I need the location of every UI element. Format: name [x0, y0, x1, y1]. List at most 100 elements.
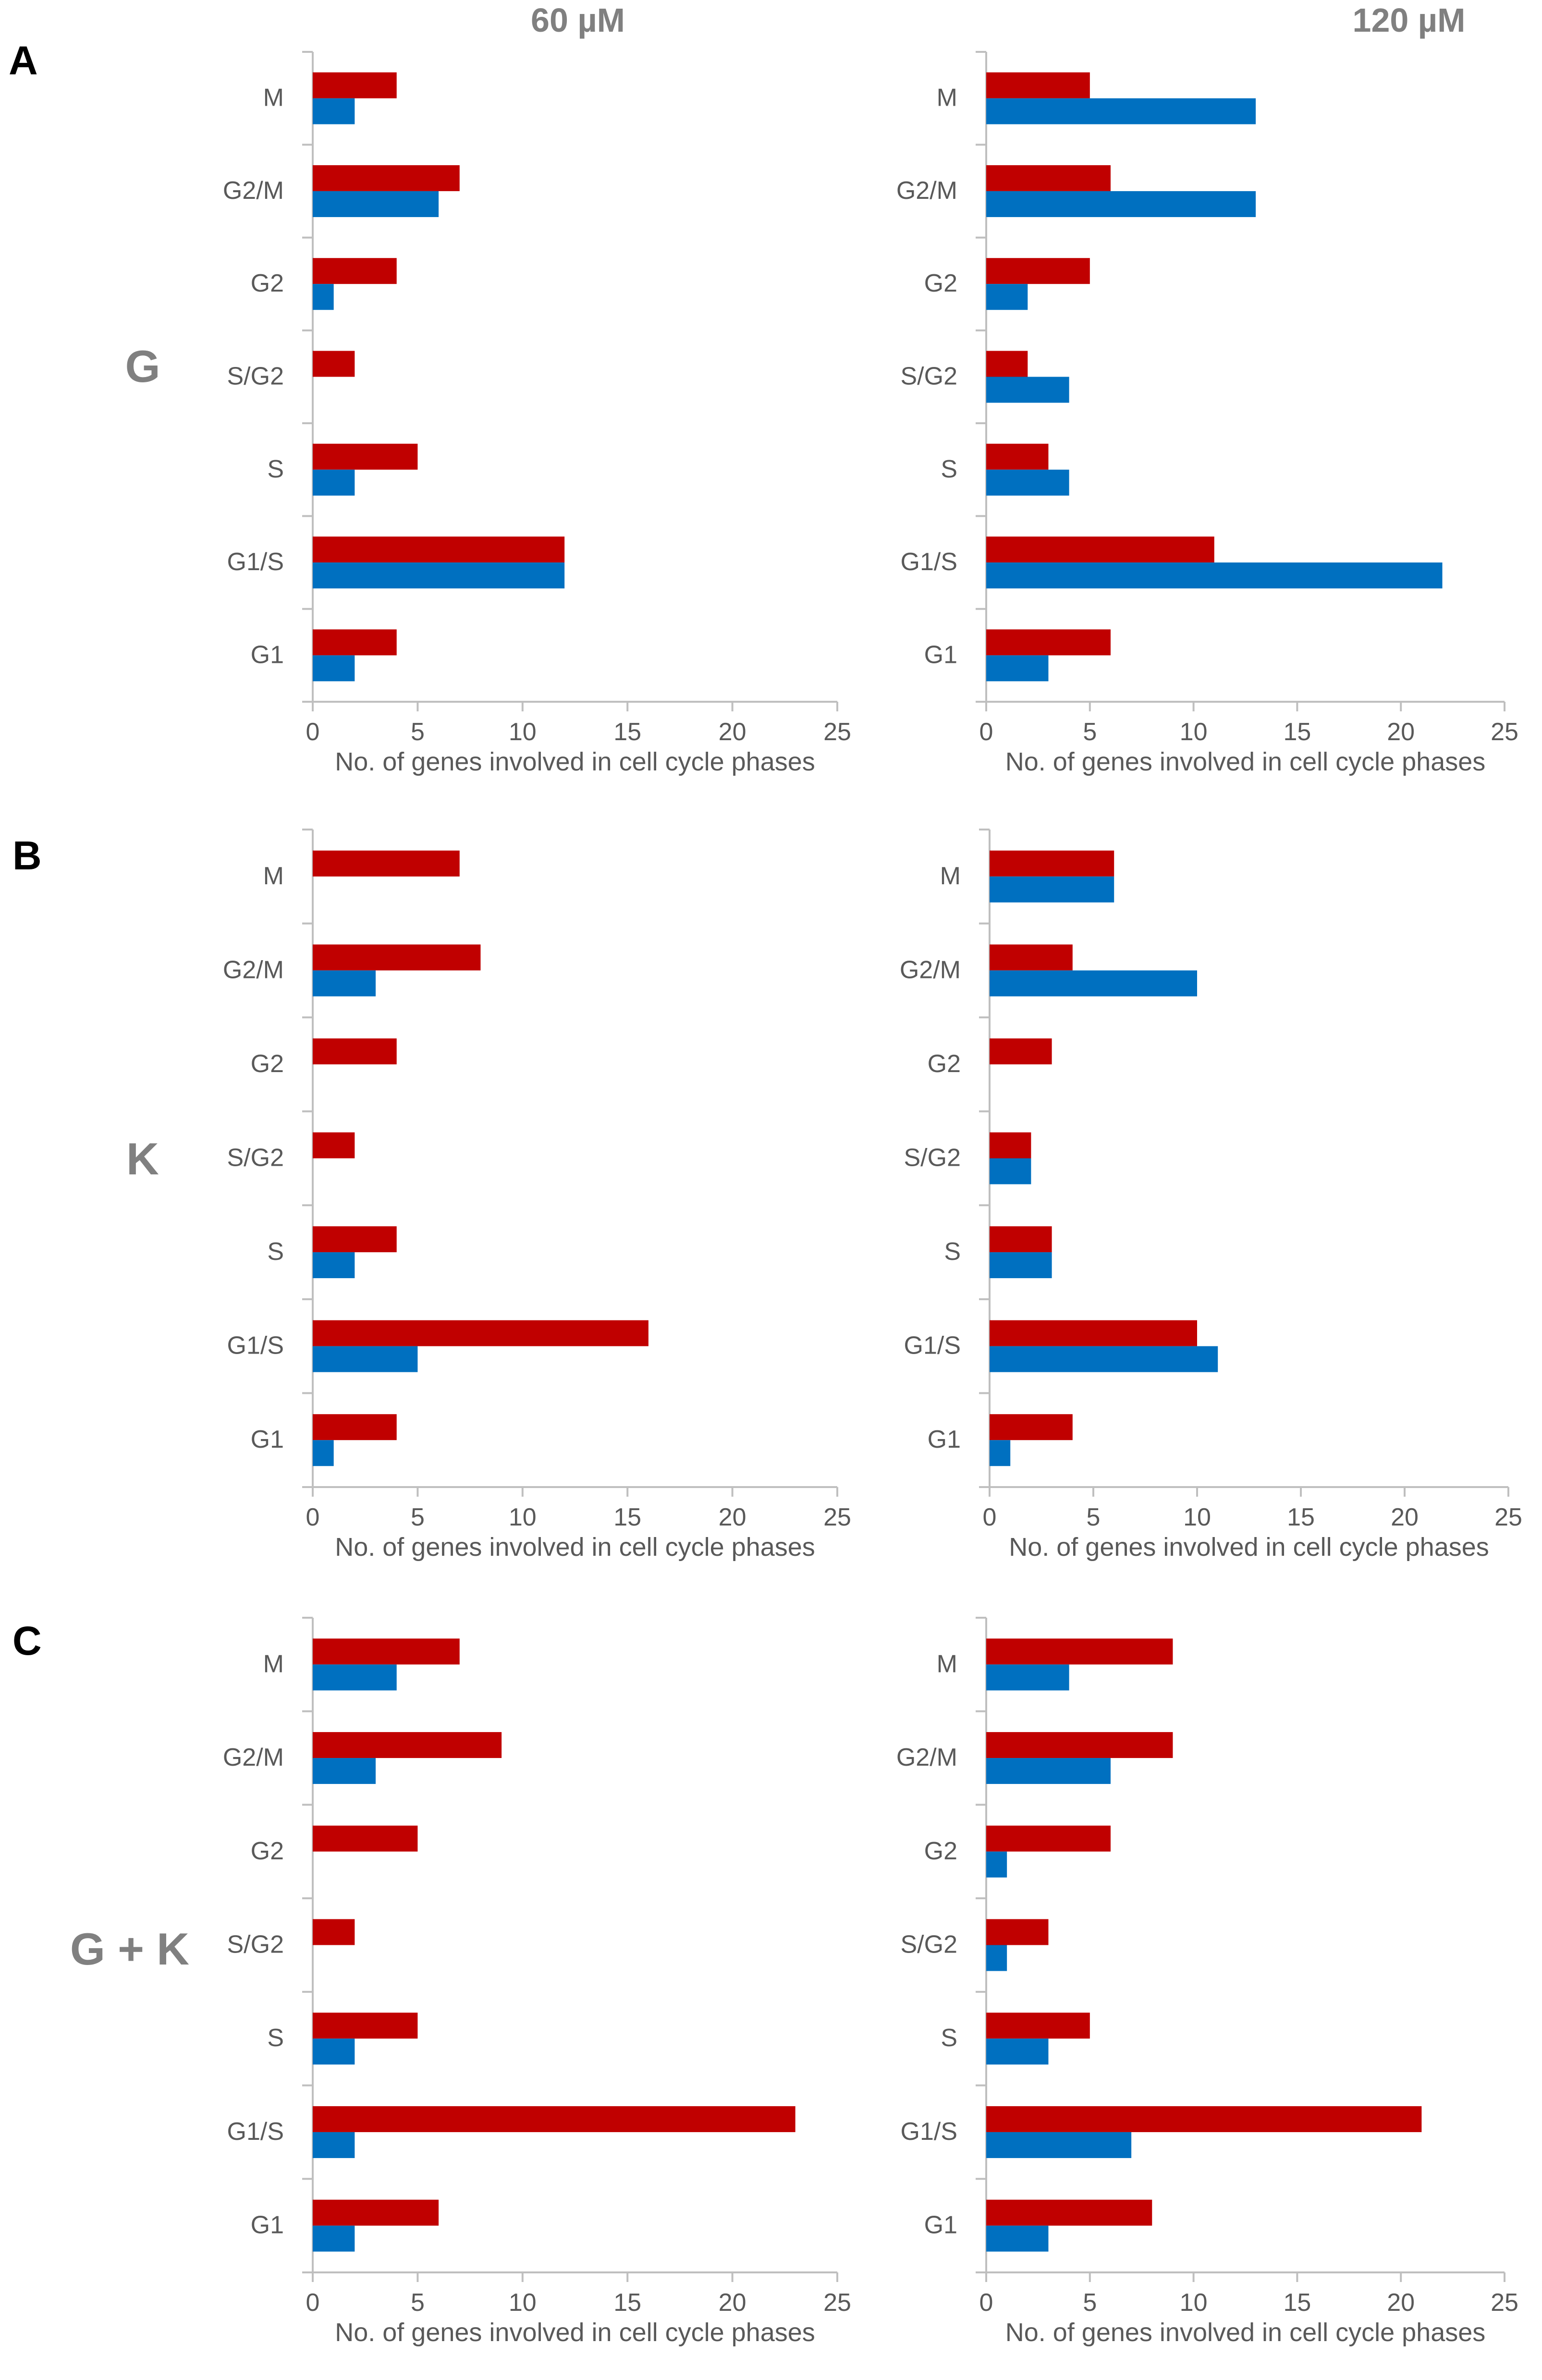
- bar-red-m: [990, 850, 1114, 877]
- bar-red-g1-s: [313, 537, 565, 563]
- category-label: G1: [928, 1426, 961, 1453]
- category-label: M: [937, 84, 957, 112]
- bar-red-g1: [986, 2199, 1152, 2226]
- bar-blue-g2-m: [986, 1758, 1111, 1784]
- bar-blue-g1: [986, 655, 1049, 682]
- chart-a-60: 0 5 10 15 20 25 No. of genes involved in cell …: [223, 51, 851, 776]
- bar-red-g2-m: [986, 165, 1111, 191]
- category-label: M: [263, 1650, 284, 1678]
- x-tick-label: 10: [509, 1503, 537, 1531]
- category-label: G2: [928, 1050, 961, 1078]
- bar-red-g1-s: [986, 537, 1214, 563]
- bar-blue-g1: [986, 2225, 1049, 2252]
- category-label: G2/M: [223, 956, 284, 984]
- bar-blue-g1: [990, 1440, 1011, 1466]
- x-axis-label: No. of genes involved in cell cycle phas…: [335, 1533, 815, 1562]
- bar-blue-s: [986, 2038, 1049, 2065]
- bar-blue-s: [986, 469, 1069, 496]
- x-axis-label: No. of genes involved in cell cycle phas…: [1005, 747, 1486, 776]
- bar-red-m: [313, 850, 460, 877]
- category-label: G1/S: [904, 1332, 961, 1360]
- bar-blue-g1: [313, 1440, 334, 1466]
- x-axis-label: No. of genes involved in cell cycle phas…: [1005, 2318, 1486, 2347]
- x-tick-label: 5: [1087, 1503, 1101, 1531]
- x-tick-label: 25: [1491, 2289, 1518, 2317]
- category-label: G1: [924, 641, 957, 669]
- bar-red-s: [986, 2013, 1090, 2039]
- bar-blue-g1-s: [313, 2132, 355, 2158]
- x-tick-label: 15: [613, 2289, 641, 2317]
- category-label: G2/M: [223, 1744, 284, 1771]
- bar-red-g1: [313, 2199, 439, 2226]
- category-label: M: [937, 1650, 957, 1678]
- bar-red-g2: [986, 258, 1090, 284]
- x-tick-label: 20: [1391, 1503, 1419, 1531]
- bar-red-s-g2: [313, 1132, 355, 1159]
- category-label: G1: [251, 1426, 284, 1453]
- bar-blue-s-g2: [986, 377, 1069, 403]
- category-label: M: [940, 862, 961, 890]
- category-label: G1: [251, 641, 284, 669]
- bar-blue-g2-m: [990, 970, 1197, 997]
- x-tick-label: 20: [719, 718, 747, 746]
- bar-red-s: [313, 1226, 397, 1253]
- x-tick-label: 15: [1283, 2289, 1311, 2317]
- category-label: G2/M: [223, 177, 284, 205]
- category-label: M: [263, 862, 284, 890]
- column-title-60: 60 µM: [531, 1, 625, 39]
- category-label: S: [941, 2024, 957, 2052]
- bar-red-g2-m: [313, 1732, 502, 1758]
- bar-red-m: [986, 72, 1090, 98]
- bar-red-g1-s: [313, 2106, 795, 2132]
- bar-blue-s: [313, 1252, 355, 1279]
- x-tick-label: 5: [411, 1503, 425, 1531]
- bar-red-s-g2: [313, 1919, 355, 1945]
- category-label: S/G2: [227, 363, 284, 391]
- category-label: G2/M: [896, 1744, 957, 1771]
- bar-red-g2: [986, 1825, 1111, 1852]
- bar-red-m: [313, 1638, 460, 1665]
- x-tick-label: 0: [979, 2289, 993, 2317]
- x-tick-label: 10: [1180, 2289, 1208, 2317]
- bar-blue-m: [986, 98, 1256, 124]
- x-axis-label: No. of genes involved in cell cycle phas…: [335, 2318, 815, 2347]
- category-label: G1/S: [227, 548, 284, 576]
- category-label: G1: [251, 2211, 284, 2239]
- bar-blue-g1-s: [990, 1346, 1218, 1372]
- bar-red-m: [986, 1638, 1173, 1665]
- panel-letter-b: B: [12, 833, 42, 878]
- category-label: G2/M: [900, 956, 961, 984]
- x-tick-label: 0: [983, 1503, 997, 1531]
- x-tick-label: 20: [1387, 718, 1415, 746]
- category-label: G1/S: [227, 1332, 284, 1360]
- category-label: G1: [924, 2211, 957, 2239]
- panel-letter-a: A: [9, 38, 38, 83]
- bar-blue-g1-s: [313, 562, 565, 589]
- category-label: S/G2: [227, 1931, 284, 1959]
- bar-blue-g2: [986, 284, 1028, 310]
- category-label: G2: [251, 1050, 284, 1078]
- bar-blue-g1: [313, 2225, 355, 2252]
- bar-blue-s: [313, 469, 355, 496]
- category-label: S/G2: [901, 363, 958, 391]
- category-label: G1/S: [227, 2118, 284, 2146]
- category-label: G2: [251, 1837, 284, 1865]
- bar-red-s: [986, 443, 1049, 470]
- bar-red-g1: [986, 629, 1111, 656]
- x-tick-label: 10: [509, 2289, 537, 2317]
- x-tick-label: 10: [1183, 1503, 1211, 1531]
- bar-blue-g1-s: [313, 1346, 418, 1372]
- bar-blue-g2-m: [986, 191, 1256, 217]
- bar-blue-g1-s: [986, 2132, 1132, 2158]
- x-axis-label: No. of genes involved in cell cycle phas…: [1009, 1533, 1489, 1562]
- category-label: G1/S: [901, 548, 958, 576]
- x-tick-label: 5: [1083, 2289, 1097, 2317]
- bar-blue-s: [313, 2038, 355, 2065]
- x-tick-label: 25: [823, 2289, 851, 2317]
- bar-blue-g2: [986, 1851, 1007, 1878]
- x-tick-label: 0: [306, 2289, 320, 2317]
- x-tick-label: 25: [1494, 1503, 1522, 1531]
- bar-red-g2: [313, 1825, 418, 1852]
